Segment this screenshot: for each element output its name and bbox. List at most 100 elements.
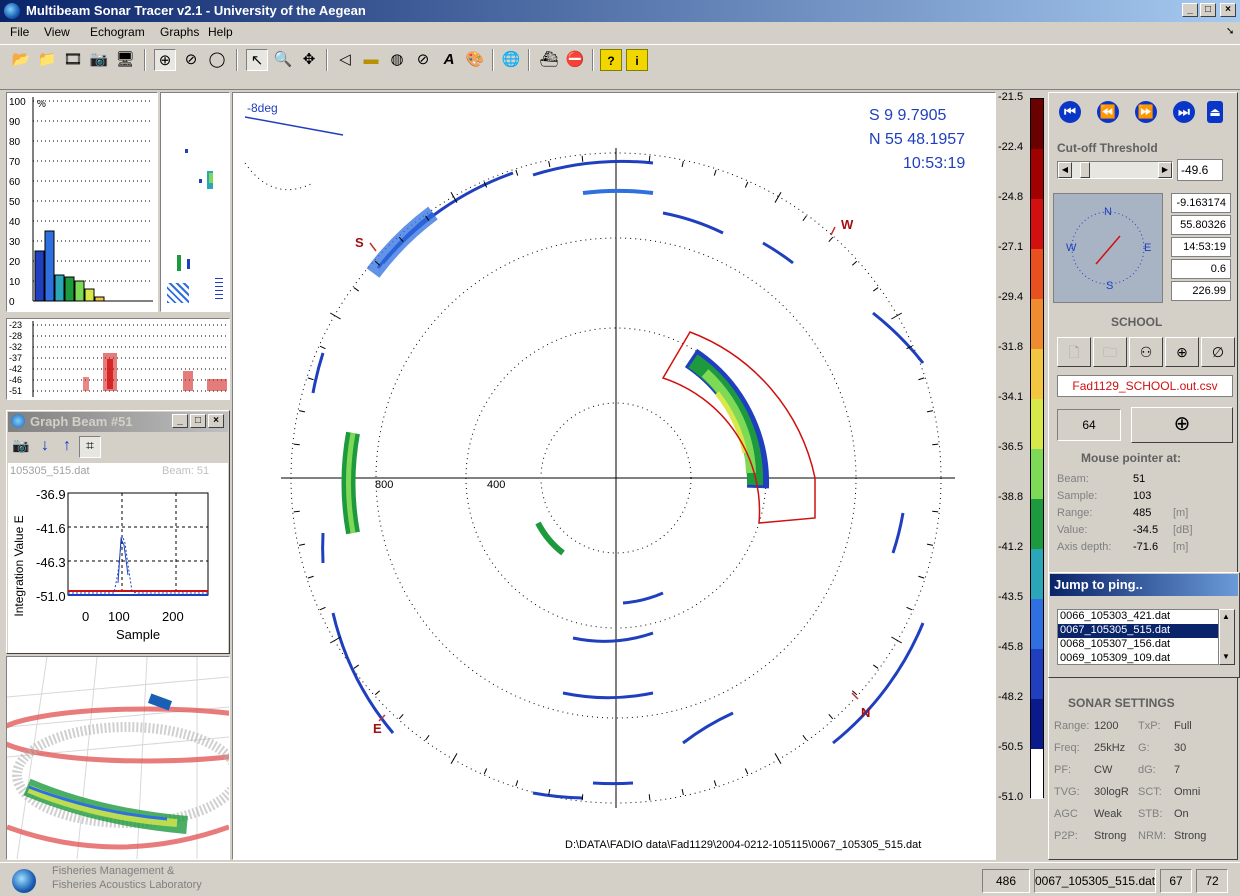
app-icon[interactable] [4,3,20,19]
open-folder-icon[interactable]: 📂 [11,51,31,68]
graph-minimize-button[interactable]: _ [172,414,188,428]
film-icon[interactable]: 🎞 [63,51,83,68]
graph-x-label: Sample [116,627,161,642]
text-icon[interactable]: A [443,51,455,68]
color-swatch [1031,249,1043,299]
crosshair-grid-icon[interactable]: ⊕ [154,49,176,71]
cutoff-slider[interactable]: ◀ ▶ [1057,161,1173,179]
compass-rose [1071,211,1145,285]
compass-icon[interactable]: ⊘ [184,51,198,68]
school-file-field[interactable]: Fad1129_SCHOOL.out.csv [1057,375,1233,397]
color-scale-bar [1030,98,1044,799]
first-ping-icon[interactable]: ⏮ [1059,101,1081,123]
school-folder-icon[interactable]: 🗀 [1093,337,1127,367]
readout-value: 226.99 [1171,281,1231,301]
app-icon [11,414,25,428]
slider-left-arrow-icon[interactable]: ◀ [1058,162,1072,178]
sonar-setting-v2: Omni [1174,786,1201,798]
jump-list-item[interactable]: 0068_105307_156.dat [1058,638,1218,652]
beam-scatter-panel [160,92,230,312]
menu-graphs[interactable]: Graphs [160,25,200,39]
school-target-button[interactable]: ⊕ [1131,407,1233,443]
last-ping-icon[interactable]: ⏭ [1173,101,1195,123]
echogram-y-tick: -32 [9,342,22,352]
angle-label: -8deg [247,101,278,115]
school-selection[interactable] [661,331,816,524]
school-people-icon[interactable]: ⚇ [1129,337,1163,367]
help-icon[interactable]: ? [600,49,622,71]
next-ping-icon[interactable]: ⏩ [1135,101,1157,123]
scatter-point [215,275,223,299]
compass-e-label: E [373,721,382,736]
scatter-point [187,259,190,269]
menu-arrow-icon[interactable]: ➘ [1226,26,1235,37]
mouse-v: 485 [1133,507,1152,519]
scroll-up-icon[interactable]: ▲ [1222,612,1230,621]
camera-icon[interactable]: 📷 [89,51,109,68]
histogram-bar [64,276,75,302]
no-entry-icon[interactable]: ⊘ [416,51,430,68]
ruler-icon[interactable]: ▬ [363,51,379,68]
school-target-icon[interactable]: ⊕ [1165,337,1199,367]
menu-help[interactable]: Help [208,25,233,39]
menu-file[interactable]: File [10,25,30,39]
arrow-up-icon[interactable]: ↑ [63,437,71,454]
jump-titlebar[interactable]: Jump to ping.. [1050,574,1238,596]
color-scale-label: -24.8 [998,191,1024,203]
jump-list-item[interactable]: 0069_105309_109.dat [1058,652,1218,664]
toolbar-separator [592,49,594,71]
arrow-down-icon[interactable]: ↓ [41,437,49,454]
boat-icon[interactable]: ⛴ [539,51,559,68]
close-button[interactable]: × [1220,3,1236,17]
graph-maximize-button[interactable]: □ [190,414,206,428]
monitor-icon[interactable]: 🖥 [115,51,135,68]
compass-n: N [1104,206,1112,218]
school-cancel-icon[interactable]: ∅ [1201,337,1235,367]
jump-list-item[interactable]: 0067_105305_515.dat [1058,624,1218,638]
3d-view-panel[interactable] [0,656,300,860]
slider-thumb[interactable] [1080,162,1090,178]
color-swatch [1031,199,1043,249]
sonar-setting-k: P2P: [1054,830,1078,842]
speaker-icon[interactable]: ◁ [339,51,351,68]
palette-icon[interactable]: 🎨 [465,51,485,68]
lab-logo-icon [12,869,36,893]
grid-toggle-icon[interactable]: ⌗ [79,436,101,458]
graph-beam-window: Graph Beam #51 _ □ × 📷 ↓ ↑ ⌗ 105305_515.… [6,410,230,654]
graph-x-tick: 0 [82,609,90,624]
circle-icon[interactable]: ◯ [208,51,226,68]
sonar-view[interactable]: -8deg S 9 9.7905 N 55 48.1957 10:53:19 8… [232,92,996,860]
histogram-bar [94,296,105,302]
previous-ping-icon[interactable]: ⏪ [1097,101,1119,123]
camera-icon[interactable]: 📷 [12,437,30,453]
jump-list[interactable]: 0066_105303_421.dat 0067_105305_515.dat 00… [1057,609,1219,665]
maximize-button[interactable]: □ [1200,3,1216,17]
compass-s: S [1106,280,1114,292]
title-bar: Multibeam Sonar Tracer v2.1 - University… [0,0,1240,22]
jump-list-item[interactable]: 0066_105303_421.dat [1058,610,1218,624]
minimize-button[interactable]: _ [1182,3,1198,17]
jump-scrollbar[interactable]: ▲ ▼ [1219,609,1235,665]
pointer-icon[interactable]: ↖ [246,49,268,71]
info-icon[interactable]: i [626,49,648,71]
stop-icon[interactable]: ⛔ [565,51,585,68]
histogram-bar [74,280,85,302]
folder-icon[interactable]: 📁 [37,51,57,68]
graph-close-button[interactable]: × [208,414,224,428]
scroll-down-icon[interactable]: ▼ [1222,652,1230,661]
cutoff-value-input[interactable]: -49.6 [1177,159,1223,181]
slider-right-arrow-icon[interactable]: ▶ [1158,162,1172,178]
status-value-1: 67 [1160,869,1192,893]
protractor-icon[interactable]: ◍ [390,51,404,68]
mouse-header: Mouse pointer at: [1081,451,1182,465]
zoom-icon[interactable]: 🔍 [273,51,293,68]
eject-icon[interactable]: ⏏ [1207,101,1223,123]
graph-beam-titlebar[interactable]: Graph Beam #51 _ □ × [8,412,228,432]
menu-view[interactable]: View [44,25,70,39]
globe-icon[interactable]: 🌐 [501,51,521,68]
menu-echogram[interactable]: Echogram [90,25,145,39]
color-swatch [1031,499,1043,549]
pan-icon[interactable]: ✥ [302,51,316,68]
school-page-icon[interactable]: 🗋 [1057,337,1091,367]
toolbar-separator [492,49,494,71]
